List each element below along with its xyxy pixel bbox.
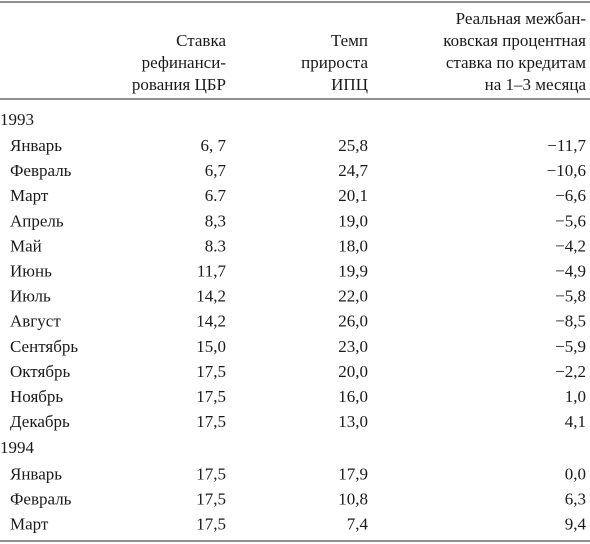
cell-value: 18,0 <box>338 236 368 255</box>
cell-value: 17,5 <box>196 387 226 406</box>
cell-value: −5,8 <box>555 287 586 306</box>
cell-value: 17,5 <box>196 464 226 483</box>
cell-value: −2,2 <box>555 362 586 381</box>
cell-value: 22,0 <box>338 287 368 306</box>
cell-value: −6,6 <box>555 186 586 205</box>
cell-value: 6,3 <box>565 489 586 508</box>
cell-value: 10,8 <box>338 489 368 508</box>
cell-value: 0,0 <box>565 464 586 483</box>
cell-value: 17,5 <box>196 515 226 534</box>
cell-value: 8,3 <box>205 211 226 230</box>
cell-value: −10,6 <box>547 161 586 180</box>
column-header: ИПЦ <box>331 75 368 94</box>
cell-value: −5,6 <box>555 211 586 230</box>
cell-value: 11,7 <box>197 262 227 281</box>
month-label: Ноябрь <box>10 387 63 406</box>
month-label: Март <box>10 515 49 534</box>
cell-value: −8,5 <box>555 312 586 331</box>
cell-value: 15,0 <box>196 337 226 356</box>
cell-value: −11,7 <box>547 136 586 155</box>
cell-value: 17,5 <box>196 489 226 508</box>
column-header: прироста <box>301 53 368 72</box>
column-header: ковская процентная <box>443 31 586 50</box>
cell-value: 19,9 <box>338 262 368 281</box>
cell-value: 16,0 <box>338 387 368 406</box>
cell-value: −4,2 <box>555 236 586 255</box>
cell-value: 20,0 <box>338 362 368 381</box>
month-label: Январь <box>10 136 62 155</box>
month-label: Февраль <box>10 489 72 508</box>
cell-value: 8.3 <box>205 236 226 255</box>
cell-value: 17,5 <box>196 362 226 381</box>
column-header: Темп <box>331 31 368 50</box>
cell-value: 6, 7 <box>201 136 227 155</box>
cell-value: 4,1 <box>565 412 586 431</box>
column-header: на 1–3 месяца <box>485 75 587 94</box>
cell-value: 9,4 <box>565 515 587 534</box>
cell-value: 24,7 <box>338 161 368 180</box>
cell-value: 14,2 <box>196 287 226 306</box>
month-label: Июнь <box>10 262 52 281</box>
cell-value: 25,8 <box>338 136 368 155</box>
month-label: Август <box>10 312 61 331</box>
year-label: 1993 <box>0 110 34 129</box>
month-label: Сентябрь <box>10 337 78 356</box>
cell-value: 17,5 <box>196 412 226 431</box>
cell-value: 6,7 <box>205 161 227 180</box>
month-label: Январь <box>10 464 62 483</box>
cell-value: −5,9 <box>555 337 586 356</box>
cell-value: 23,0 <box>338 337 368 356</box>
month-label: Декабрь <box>10 412 70 431</box>
cell-value: 14,2 <box>196 312 226 331</box>
cell-value: 6.7 <box>205 186 227 205</box>
month-label: Февраль <box>10 161 72 180</box>
month-label: Октябрь <box>10 362 70 381</box>
year-label: 1994 <box>0 438 35 457</box>
column-header: рования ЦБР <box>132 75 226 94</box>
column-header: рефинанси- <box>142 53 227 72</box>
month-label: Май <box>10 236 42 255</box>
cell-value: 13,0 <box>338 412 368 431</box>
column-header: Реальная межбан- <box>456 9 587 28</box>
cell-value: 17,9 <box>338 464 368 483</box>
column-header: ставка по кредитам <box>446 53 586 72</box>
column-header: Ставка <box>176 31 226 50</box>
cell-value: −4,9 <box>555 262 586 281</box>
cell-value: 26,0 <box>338 312 368 331</box>
cell-value: 20,1 <box>338 186 368 205</box>
cell-value: 19,0 <box>338 211 368 230</box>
cell-value: 1,0 <box>565 387 586 406</box>
cell-value: 7,4 <box>347 515 369 534</box>
month-label: Июль <box>10 287 51 306</box>
month-label: Апрель <box>10 211 64 230</box>
month-label: Март <box>10 186 49 205</box>
